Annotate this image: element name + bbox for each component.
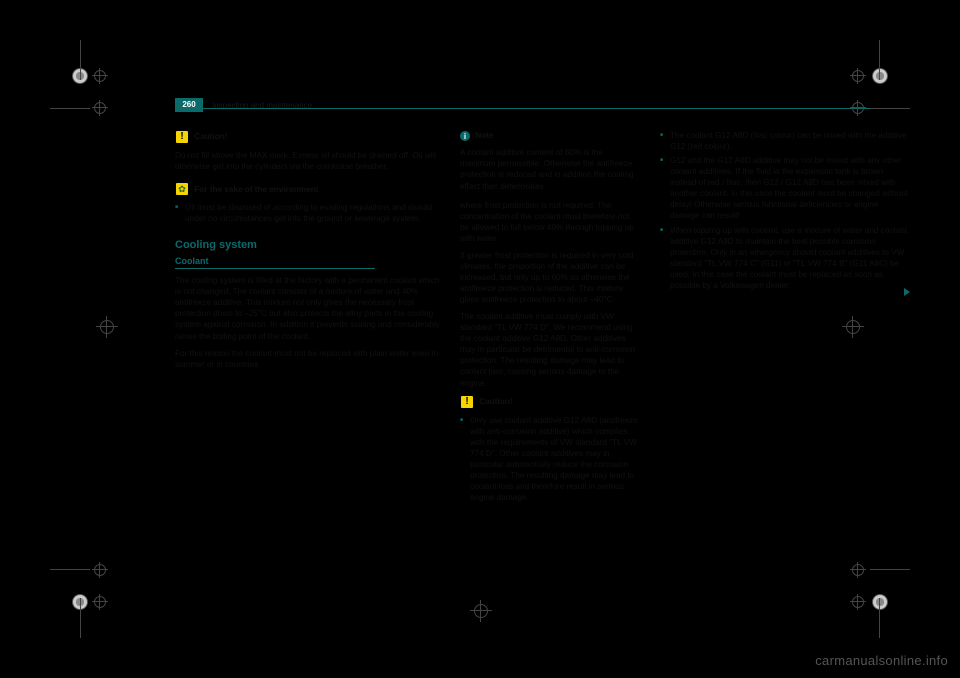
col1-paragraph-1: The cooling system is filled at the fact…	[175, 275, 445, 341]
registration-mark	[852, 564, 864, 576]
crop-mark	[879, 598, 880, 638]
registration-mark	[872, 594, 888, 610]
watermark-text: carmanualsonline.info	[815, 653, 948, 668]
crop-mark	[870, 108, 910, 109]
caution-icon	[460, 395, 474, 409]
registration-mark	[94, 102, 106, 114]
column-2: i Note A coolant additive content of 60%…	[460, 130, 640, 506]
col3-bullet-2: G12 and the G12 A8D additive may not be …	[660, 155, 910, 221]
note-text: A coolant additive content of 60% is the…	[460, 147, 640, 191]
registration-mark	[94, 596, 106, 608]
registration-mark	[872, 68, 888, 84]
registration-mark	[94, 564, 106, 576]
registration-mark	[852, 70, 864, 82]
page-number: 260	[175, 98, 203, 112]
column-3: The coolant G12 A8D (lilac colour) can b…	[660, 130, 910, 294]
col2-paragraph-1: where frost protection is not required. …	[460, 200, 640, 244]
registration-mark	[94, 70, 106, 82]
environment-heading: For the sake of the environment	[194, 184, 318, 195]
crop-mark	[80, 598, 81, 638]
crop-mark	[80, 40, 81, 80]
col2-paragraph-3: The coolant additive must comply with VW…	[460, 311, 640, 388]
caution-heading: Caution!	[194, 131, 227, 142]
col3-bullet-3: When topping up with coolant, use a mixt…	[660, 225, 910, 291]
registration-mark	[852, 102, 864, 114]
note-heading: Note	[475, 130, 493, 141]
registration-mark	[474, 604, 488, 618]
crop-mark	[870, 569, 910, 570]
environment-bullet: Oil must be disposed of according to exi…	[175, 202, 445, 224]
sub-title-coolant: Coolant	[175, 255, 375, 269]
note-icon: i	[460, 131, 470, 141]
page-content: 260 Inspection and maintenance Caution! …	[60, 70, 900, 610]
section-title-cooling: Cooling system	[175, 238, 445, 253]
crop-mark	[50, 569, 90, 570]
caution-heading-2: Caution!	[479, 396, 512, 407]
registration-mark	[846, 320, 860, 334]
header-rule	[175, 108, 910, 109]
registration-mark	[100, 320, 114, 334]
environment-icon	[175, 182, 189, 196]
col2-caution-bullet-1: Only use coolant additive G12 A8D (antif…	[460, 415, 640, 504]
crop-mark	[879, 40, 880, 80]
continue-arrow-icon	[904, 288, 910, 296]
caution-text: Do not fill above the MAX mark. Excess o…	[175, 150, 445, 172]
registration-mark	[852, 596, 864, 608]
col1-paragraph-2: For this reason the coolant must not be …	[175, 348, 445, 370]
column-1: Caution! Do not fill above the MAX mark.…	[175, 130, 445, 376]
col2-paragraph-2: If greater frost protection is required …	[460, 250, 640, 305]
crop-mark	[50, 108, 90, 109]
col3-bullet-1: The coolant G12 A8D (lilac colour) can b…	[660, 130, 910, 152]
caution-icon	[175, 130, 189, 144]
